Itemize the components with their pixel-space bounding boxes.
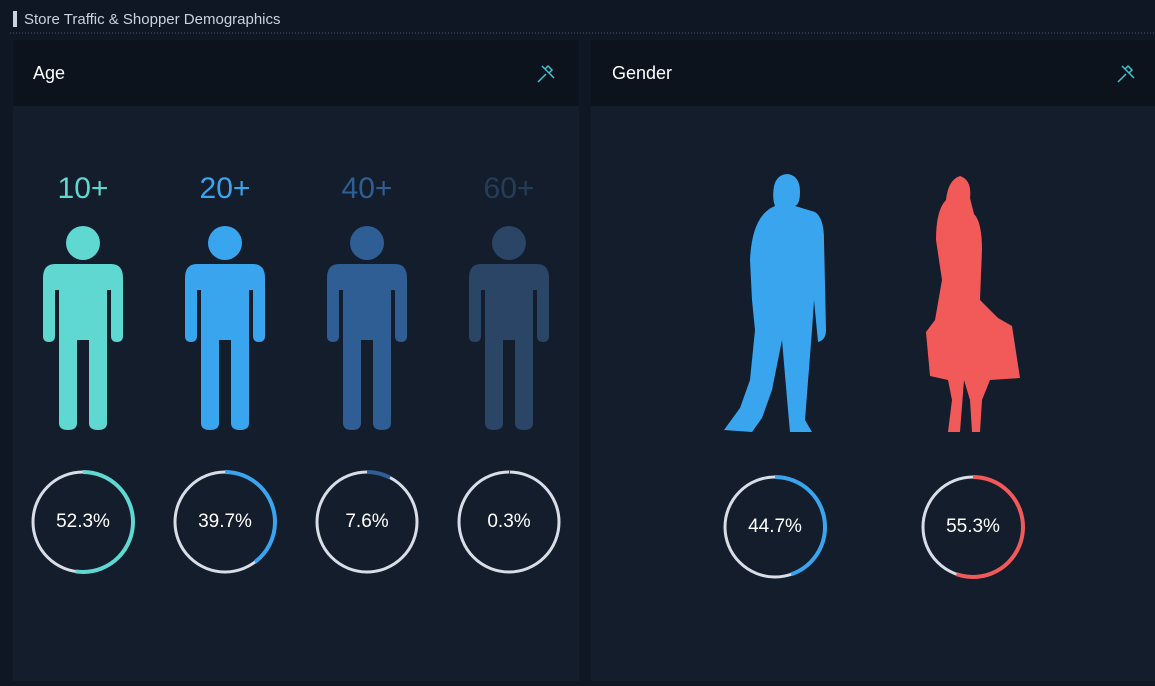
title-marker — [13, 11, 17, 27]
person-head — [350, 226, 384, 260]
ring-label: 7.6% — [345, 511, 388, 532]
page: Store Traffic & Shopper Demographics Age… — [0, 0, 1155, 681]
age-label: 40+ — [342, 172, 393, 205]
person-head — [492, 226, 526, 260]
ring-label: 39.7% — [198, 511, 252, 532]
panel — [591, 40, 1155, 681]
page-title: Store Traffic & Shopper Demographics — [24, 11, 281, 28]
person-head — [208, 226, 242, 260]
age-label: 10+ — [58, 172, 109, 205]
ring-label: 44.7% — [748, 516, 802, 537]
ring-label: 0.3% — [487, 511, 530, 532]
panel-header — [591, 40, 1155, 106]
age-label: 60+ — [484, 172, 535, 205]
panel-title: Gender — [612, 63, 672, 83]
dashboard: Store Traffic & Shopper Demographics Age… — [0, 0, 1155, 681]
ring-label: 55.3% — [946, 516, 1000, 537]
panel-header — [13, 40, 579, 106]
age-label: 20+ — [200, 172, 251, 205]
person-head — [66, 226, 100, 260]
panel-title: Age — [33, 63, 65, 83]
ring-label: 52.3% — [56, 511, 110, 532]
